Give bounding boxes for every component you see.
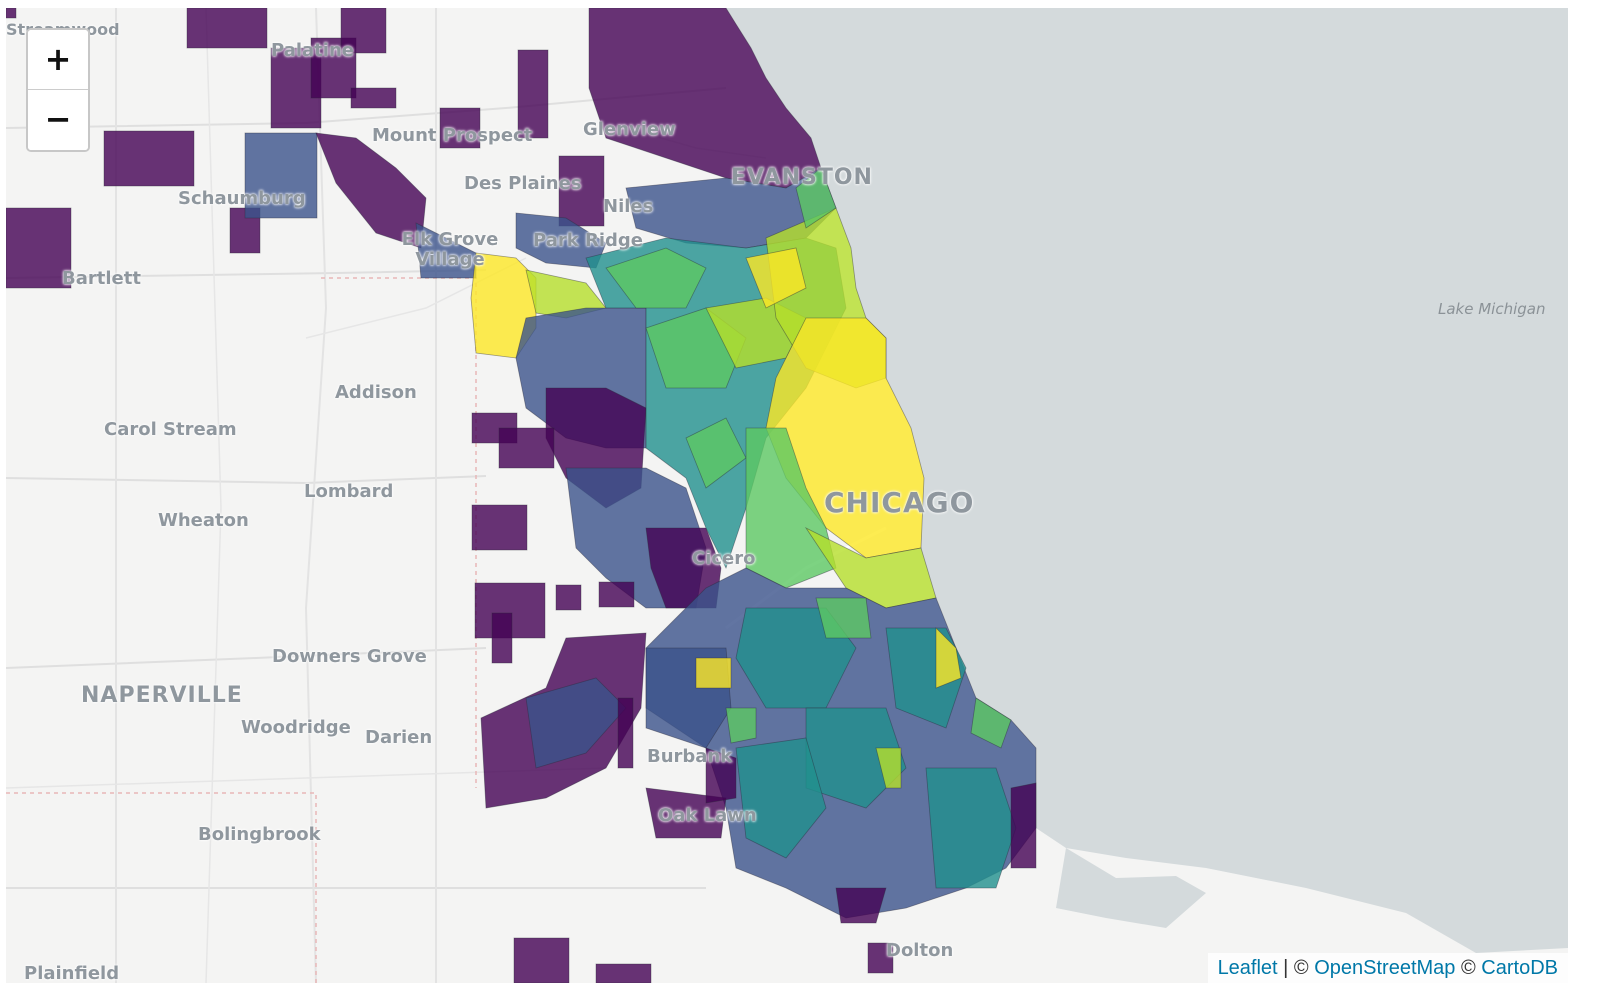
tract-region[interactable]: [517, 49, 549, 139]
tract-region[interactable]: [935, 627, 962, 689]
tract-region[interactable]: [795, 167, 837, 229]
lake-michigan-water: [726, 8, 1568, 953]
lake-shore-south: [1056, 848, 1206, 928]
tract-region[interactable]: [835, 887, 887, 924]
tract-region[interactable]: [340, 8, 387, 54]
tract-region[interactable]: [1010, 782, 1037, 869]
tract-region[interactable]: [498, 427, 555, 469]
tract-region[interactable]: [735, 737, 827, 859]
zoom-out-button[interactable]: −: [28, 90, 88, 150]
tract-region[interactable]: [350, 87, 397, 109]
road: [304, 8, 328, 983]
tract-region[interactable]: [867, 942, 894, 974]
tract-region[interactable]: [970, 697, 1012, 749]
leaflet-link[interactable]: Leaflet: [1217, 957, 1278, 979]
zoom-control: + −: [26, 28, 90, 152]
tract-region[interactable]: [491, 612, 513, 664]
tract-region[interactable]: [244, 132, 318, 219]
tract-region[interactable]: [555, 584, 582, 611]
tract-region[interactable]: [513, 937, 570, 983]
tract-region[interactable]: [6, 8, 17, 19]
road: [205, 8, 222, 983]
tract-region[interactable]: [875, 747, 902, 789]
basemap[interactable]: [6, 8, 1568, 983]
tract-region[interactable]: [745, 247, 807, 309]
tract-region[interactable]: [695, 657, 732, 689]
tract-region[interactable]: [186, 8, 268, 49]
zoom-in-button[interactable]: +: [28, 30, 88, 90]
tract-region[interactable]: [925, 767, 1017, 889]
tract-region[interactable]: [315, 132, 427, 249]
tract-region[interactable]: [471, 504, 528, 551]
tract-region[interactable]: [598, 581, 635, 608]
tract-region[interactable]: [705, 747, 737, 804]
tract-region[interactable]: [525, 677, 627, 769]
openstreetmap-link[interactable]: OpenStreetMap: [1314, 957, 1456, 979]
attribution-separator: ©: [1455, 957, 1482, 979]
tract-region[interactable]: [103, 130, 195, 187]
attribution-separator: | ©: [1277, 957, 1315, 979]
tract-region[interactable]: [815, 597, 872, 639]
tract-region[interactable]: [439, 107, 481, 149]
attribution-bar: Leaflet | © OpenStreetMap © CartoDB: [1207, 953, 1568, 983]
tract-region[interactable]: [617, 697, 634, 769]
road: [6, 475, 487, 485]
tract-region[interactable]: [605, 247, 707, 309]
cartodb-link[interactable]: CartoDB: [1481, 957, 1558, 979]
tract-region[interactable]: [558, 155, 605, 227]
road: [6, 647, 487, 669]
tract-region[interactable]: [6, 207, 72, 289]
map-container[interactable]: Streamwood Palatine Mount Prospect Glenv…: [6, 8, 1568, 983]
choropleth-layer[interactable]: [6, 8, 1037, 983]
tract-region[interactable]: [595, 963, 652, 983]
tract-region[interactable]: [725, 707, 757, 744]
